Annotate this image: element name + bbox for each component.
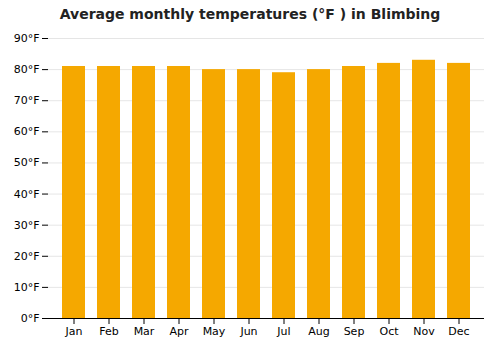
svg-text:Oct: Oct [379,325,399,338]
svg-text:10°F: 10°F [14,281,40,294]
svg-text:70°F: 70°F [14,94,40,107]
svg-text:Nov: Nov [413,325,435,338]
svg-text:80°F: 80°F [14,63,40,76]
svg-text:20°F: 20°F [14,250,40,263]
svg-text:40°F: 40°F [14,188,40,201]
svg-text:50°F: 50°F [14,156,40,169]
html-text:Average monthly temperatures (: Average monthly temperatures (°F ) in Bl… [59,6,441,22]
svg-text:Mar: Mar [134,325,155,338]
svg-text:Feb: Feb [99,325,118,338]
svg-text:Sep: Sep [344,325,365,338]
svg-text:May: May [203,325,226,338]
svg-text:90°F: 90°F [14,32,40,45]
svg-text:60°F: 60°F [14,125,40,138]
svg-text:Apr: Apr [169,325,189,338]
svg-text:Jun: Jun [239,325,257,338]
svg-text:Dec: Dec [448,325,469,338]
svg-text:Jan: Jan [65,325,83,338]
svg-text:Aug: Aug [308,325,329,338]
svg-text:30°F: 30°F [14,219,40,232]
svg-text:0°F: 0°F [21,312,40,325]
svg-text:Jul: Jul [276,325,290,338]
